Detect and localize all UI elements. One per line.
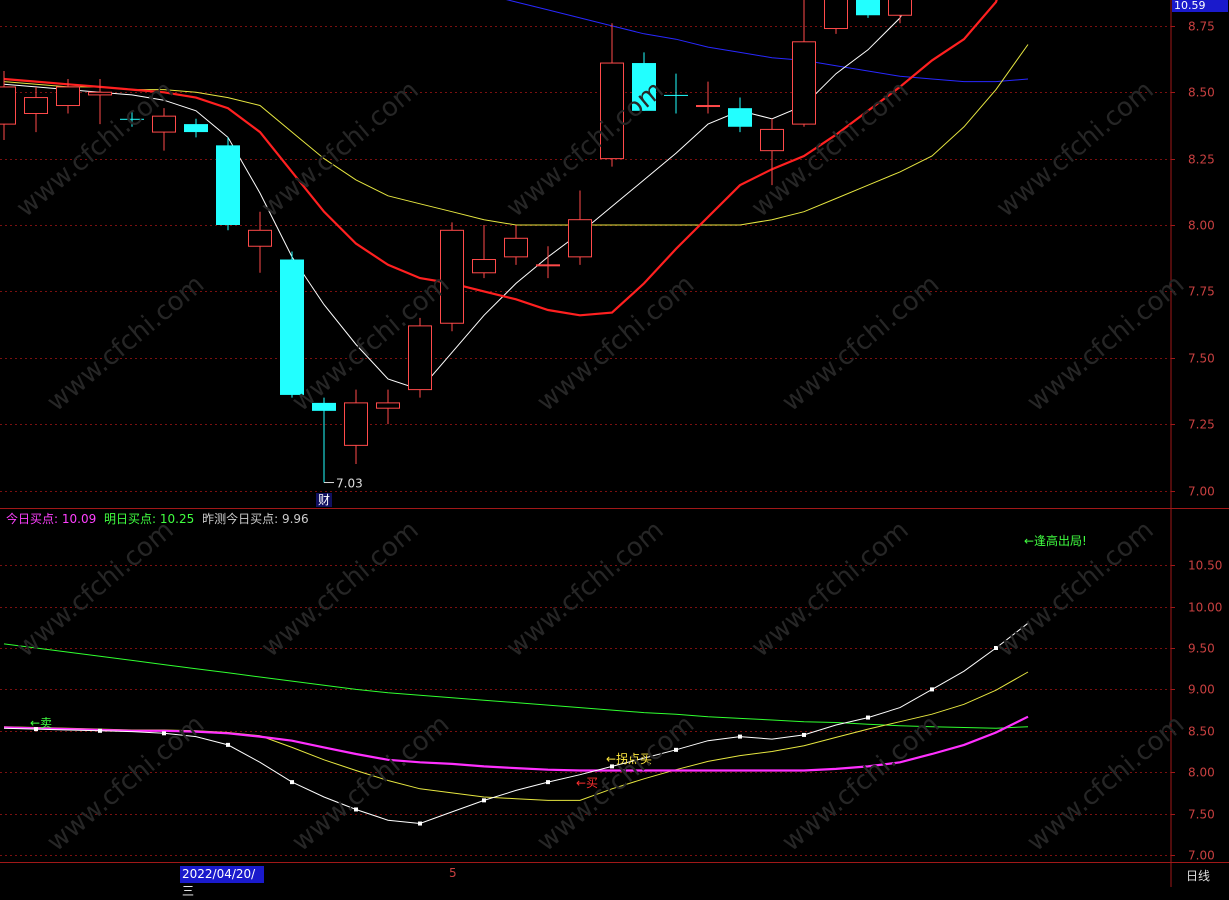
candle-body (120, 118, 144, 120)
candle-body (504, 237, 528, 258)
candle-body (792, 41, 816, 125)
candle-body (152, 115, 176, 133)
candle-body (408, 325, 432, 391)
candle-body (88, 91, 112, 96)
indicator-line-white (3, 622, 1029, 825)
watermark: www.cfchi.com (991, 75, 1160, 223)
exit-signal-label: ←逢高出局! (1024, 533, 1087, 548)
candle-body (728, 108, 752, 127)
price-tick-label: 7.50 (1188, 352, 1215, 366)
indicator-point (738, 734, 742, 739)
candle-body (600, 62, 624, 160)
indicator-point (290, 780, 294, 785)
ma-line-white (3, 0, 911, 391)
price-tick-label: 7.75 (1188, 285, 1215, 299)
indicator-point (994, 646, 998, 650)
price-tick-label: 7.00 (1188, 485, 1215, 499)
candle-body (184, 124, 208, 133)
indicator-legend: 今日买点: 10.09 明日买点: 10.25 昨测今日买点: 9.96 (6, 510, 313, 527)
watermark: www.cfchi.com (746, 515, 915, 663)
watermark: www.cfchi.com (11, 515, 180, 663)
indicator-tick-label: 10.50 (1188, 559, 1222, 573)
candle-body (632, 63, 656, 111)
sell-signal-label: ←卖 (30, 716, 52, 730)
candle-body (56, 86, 80, 107)
turn-buy-signal-label: ←拐点买 (606, 751, 652, 766)
low-label: 7.03 (336, 477, 363, 491)
candle-body (0, 86, 16, 125)
candle-body (280, 259, 304, 395)
indicator-point (674, 747, 678, 752)
watermark: www.cfchi.com (501, 75, 670, 223)
bottom-marker: 5 (449, 866, 457, 880)
candle-body (344, 402, 368, 446)
candle-body (888, 0, 912, 16)
price-tick-label: 8.50 (1188, 86, 1215, 100)
candle-body (440, 229, 464, 324)
price-tick-label: 8.75 (1188, 20, 1215, 34)
indicator-point (354, 807, 358, 812)
indicator-point (34, 727, 38, 732)
indicator-point (930, 687, 934, 692)
indicator-line-green (3, 643, 1029, 729)
legend-today-buy: 今日买点: 10.09 (6, 512, 97, 526)
indicator-tick-label: 8.00 (1188, 766, 1215, 780)
candle-body (856, 0, 880, 16)
candle-body (696, 105, 720, 108)
indicator-tick-label: 9.50 (1188, 642, 1215, 656)
indicator-point (866, 715, 870, 720)
ma-line-red (3, 0, 998, 317)
watermark: www.cfchi.com (256, 515, 425, 663)
indicator-point (546, 780, 550, 785)
price-tick-label: 7.25 (1188, 418, 1215, 432)
indicator-tick-label: 7.50 (1188, 808, 1215, 822)
event-marker: 财 (318, 493, 330, 507)
event-marker-bg (316, 493, 332, 507)
indicator-line-magenta (3, 715, 1029, 772)
buy-signal-label: ←买 (576, 776, 598, 790)
candle-body (248, 229, 272, 247)
indicator-point (482, 798, 486, 803)
indicator-tick-label: 8.50 (1188, 725, 1215, 739)
candle-body (568, 219, 592, 258)
indicator-tick-label: 7.00 (1188, 849, 1215, 863)
candle-body (664, 94, 688, 96)
legend-tomorrow-buy: 明日买点: 10.25 (104, 512, 195, 526)
candle-body (312, 402, 336, 411)
current-price-tag: 10.59 (1172, 0, 1228, 12)
cursor-date: 2022/04/20/三 (180, 866, 264, 898)
period-selector[interactable]: 日线 (1186, 869, 1211, 883)
price-tick-label: 8.00 (1188, 219, 1215, 233)
candle-body (376, 402, 400, 409)
watermark: www.cfchi.com (501, 515, 670, 663)
indicator-tick-label: 10.00 (1188, 601, 1222, 615)
candle-body (216, 145, 240, 225)
candle-body (472, 259, 496, 274)
indicator-point (226, 742, 230, 747)
candle-body (760, 128, 784, 152)
candle-body (536, 264, 560, 267)
candle-body (824, 0, 848, 30)
watermark: www.cfchi.com (256, 75, 425, 223)
indicator-point (98, 728, 102, 733)
indicator-point (162, 731, 166, 736)
indicator-tick-label: 9.00 (1188, 683, 1215, 697)
price-tick-label: 8.25 (1188, 153, 1215, 167)
ma-line-blue (505, 0, 1029, 83)
indicator-point (802, 732, 806, 737)
candle-body (24, 97, 48, 114)
indicator-point (610, 764, 614, 769)
legend-yesterday-buy: 昨测今日买点: 9.96 (202, 512, 309, 526)
indicator-point (418, 821, 422, 826)
